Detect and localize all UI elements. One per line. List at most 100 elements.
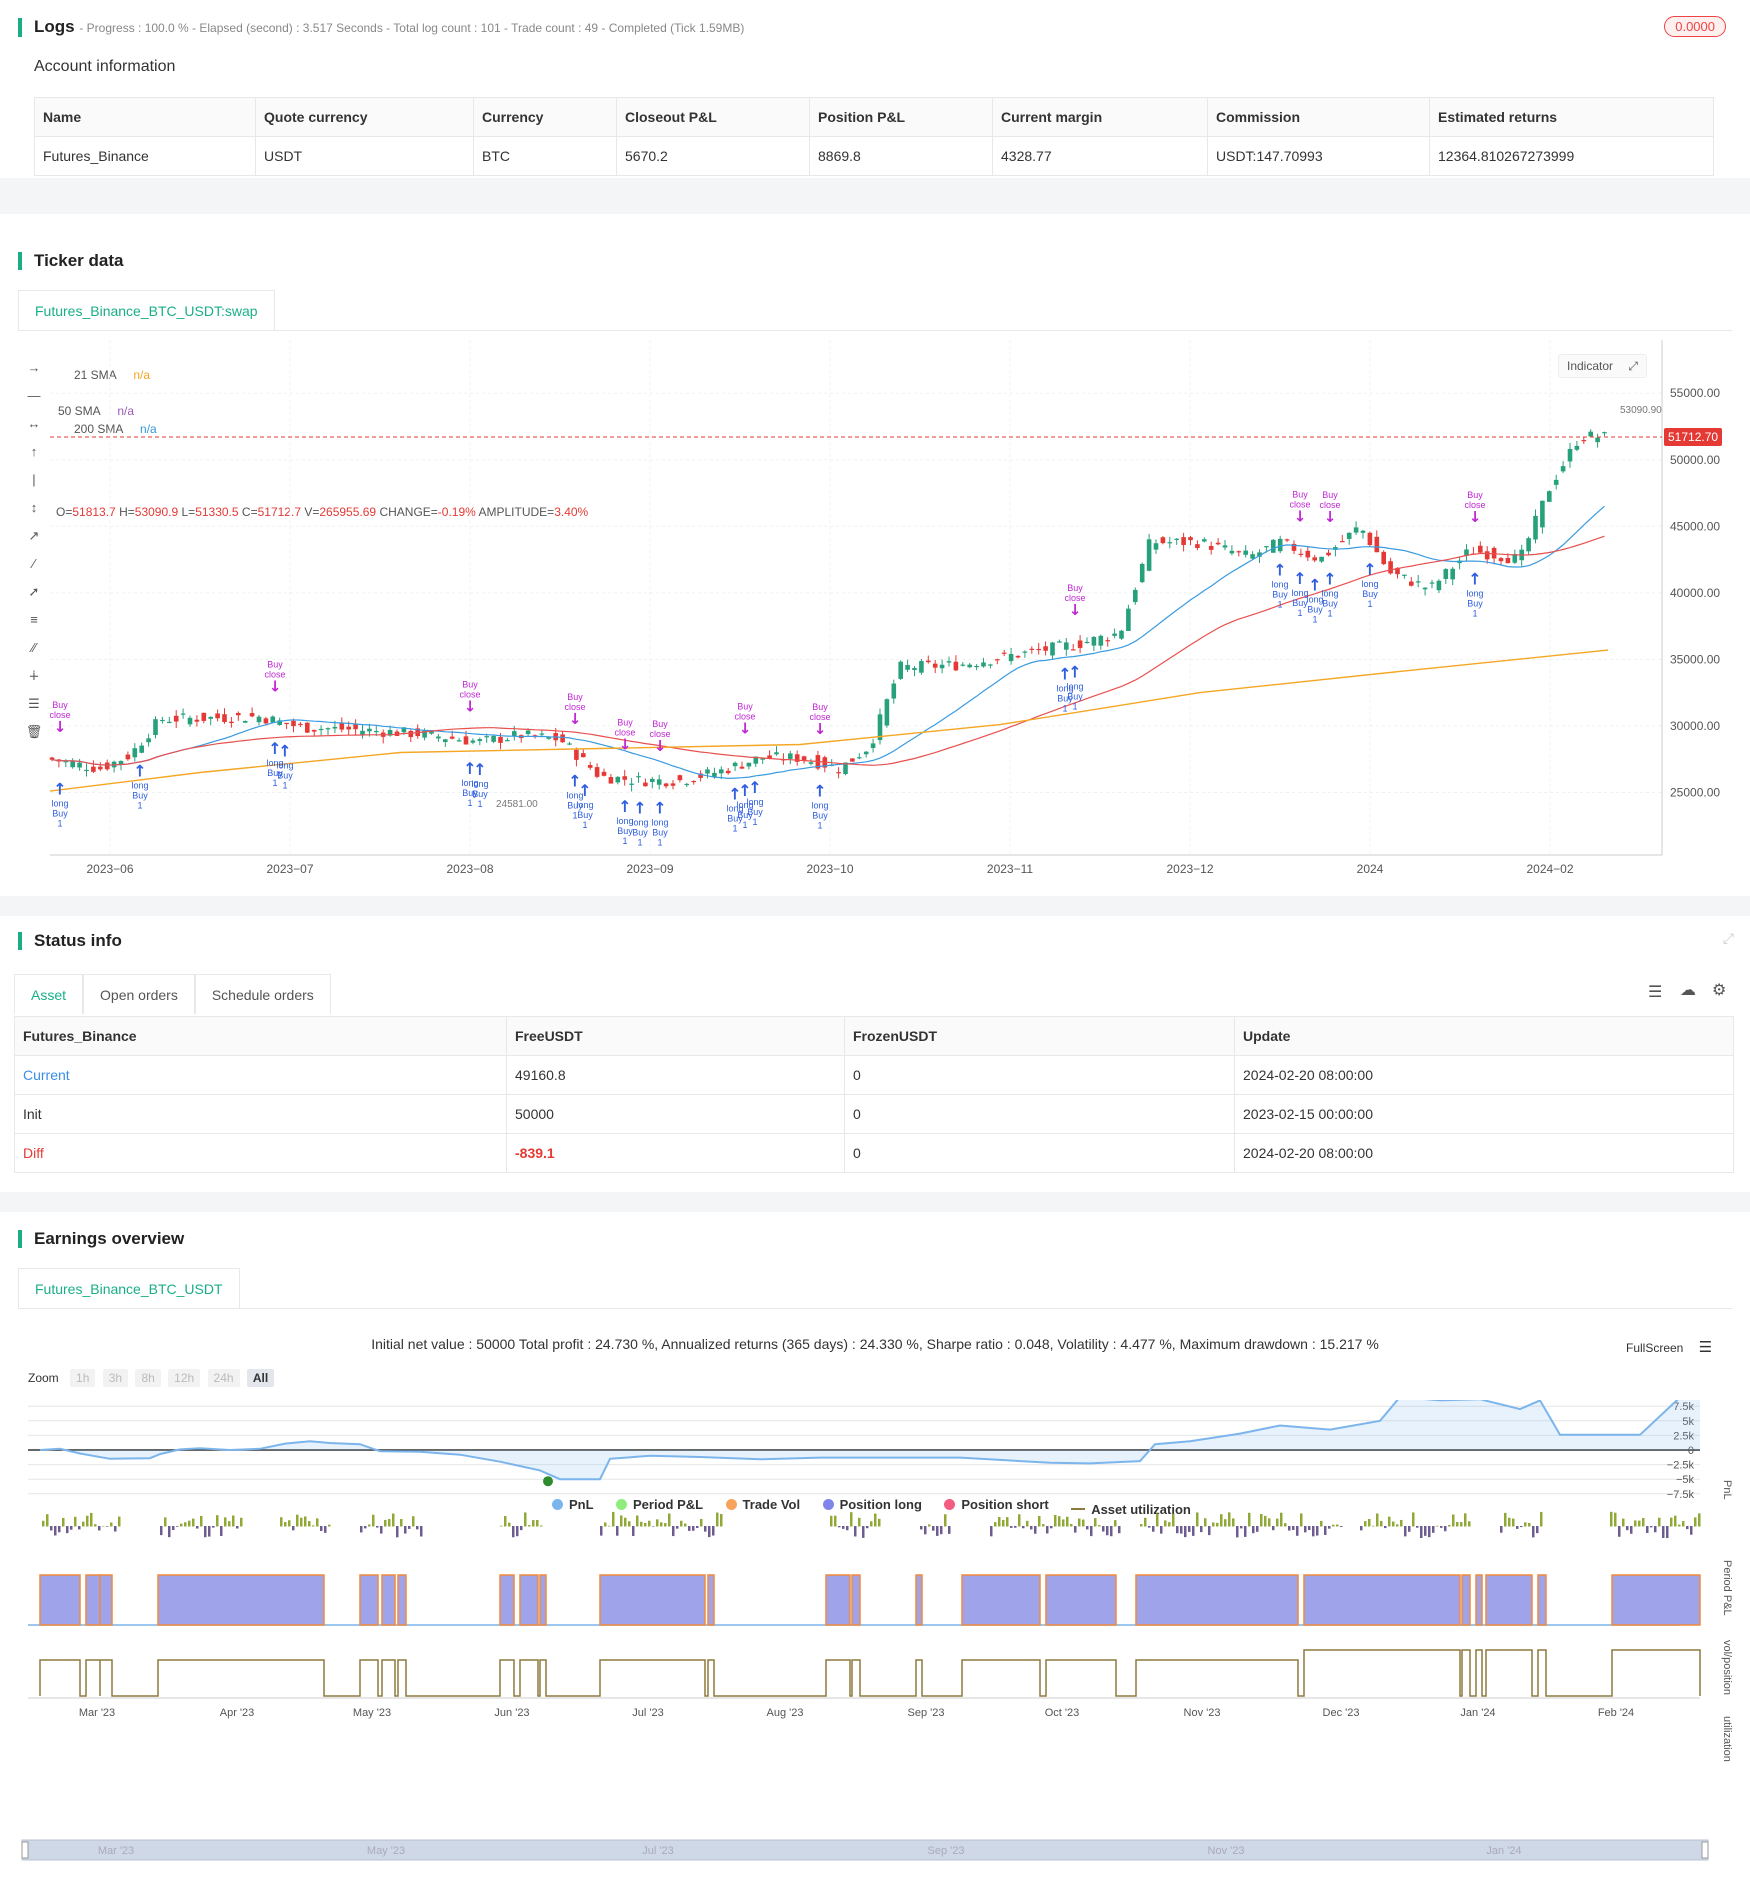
horizontal-line-icon[interactable]: — xyxy=(27,388,41,403)
zoom-24h-button[interactable]: 24h xyxy=(207,1369,240,1387)
fib-lines-icon[interactable]: ☰ xyxy=(28,696,40,711)
trend-segment-icon[interactable]: ➚ xyxy=(28,584,40,599)
fib-icon[interactable]: ∔ xyxy=(28,668,40,683)
sma200-legend: 200 SMA n/a xyxy=(74,422,157,436)
period-pnl-bar xyxy=(656,1519,659,1527)
legend-position-short[interactable]: Position short xyxy=(944,1497,1049,1512)
tab-earnings-symbol[interactable]: Futures_Binance_BTC_USDT xyxy=(18,1268,240,1308)
earnings-x-tick-label: Dec '23 xyxy=(1323,1707,1360,1719)
asset-header: FreeUSDT xyxy=(506,1016,845,1056)
sma21-legend: 21 SMA n/a xyxy=(74,368,150,382)
candle-body xyxy=(532,735,538,737)
navigator-tick-label: Mar '23 xyxy=(98,1845,134,1857)
period-pnl-bar xyxy=(716,1512,719,1527)
long-signal-label: long xyxy=(566,790,583,800)
position-long-block xyxy=(1303,1574,1461,1626)
expand-icon[interactable]: ⤢ xyxy=(1628,359,1638,373)
candle-body xyxy=(125,754,131,760)
candle-body xyxy=(1181,537,1186,545)
legend-dot xyxy=(822,1499,834,1510)
period-pnl-bar xyxy=(196,1526,199,1529)
tab-open-orders[interactable]: Open orders xyxy=(83,974,195,1014)
period-pnl-bar xyxy=(70,1526,73,1530)
legend-pnl[interactable]: PnL xyxy=(552,1497,594,1512)
period-pnl-bar xyxy=(400,1519,403,1527)
ticker-title: Ticker data xyxy=(18,252,123,270)
candle-body xyxy=(1257,552,1262,557)
candle-body xyxy=(346,726,351,730)
tab-ticker-symbol[interactable]: Futures_Binance_BTC_USDT:swap xyxy=(18,290,275,330)
period-pnl-bar xyxy=(1520,1526,1523,1528)
tab-asset[interactable]: Asset xyxy=(14,974,84,1014)
asset-table: Futures_Binance FreeUSDT FrozenUSDT Upda… xyxy=(14,1016,1734,1173)
menu-icon[interactable]: ☰ xyxy=(1698,1339,1713,1356)
fullscreen-button[interactable]: FullScreen ☰ xyxy=(1626,1338,1712,1356)
indicator-button[interactable]: Indicator ⤢ xyxy=(1558,354,1647,378)
asset-cell: -839.1 xyxy=(506,1133,845,1173)
period-pnl-bar xyxy=(1698,1513,1701,1527)
trash-icon[interactable]: 🗑 xyxy=(25,724,43,739)
zoom-all-button[interactable]: All xyxy=(246,1369,275,1387)
candle-body xyxy=(995,659,1000,661)
period-pnl-bar xyxy=(1102,1526,1105,1532)
position-long-block xyxy=(157,1574,325,1626)
candlestick-chart[interactable]: 55000.00 50000.00 45000.00 40000.00 35000.00… xyxy=(0,340,1750,880)
account-header-row: Name Quote currency Currency Closeout P&… xyxy=(34,97,1714,137)
buy-signal-label: Buy xyxy=(462,788,478,798)
earnings-chart[interactable]: 12.5k10k7.5k5k2.5k0−2.5k−5k−7.5kPnLPerio… xyxy=(0,1400,1750,1880)
navigator-right-handle xyxy=(1701,1841,1709,1859)
trend-ray-icon[interactable]: ↗ xyxy=(28,528,40,543)
close-arrow-marker: ↓ xyxy=(1294,508,1307,526)
period-pnl-bar xyxy=(1642,1518,1645,1527)
zoom-8h-button[interactable]: 8h xyxy=(135,1369,161,1387)
legend-position-long[interactable]: Position long xyxy=(822,1497,922,1512)
tab-schedule-orders[interactable]: Schedule orders xyxy=(194,974,331,1014)
period-pnl-bar xyxy=(940,1526,943,1535)
legend-asset-utilization[interactable]: Asset utilization xyxy=(1071,1502,1191,1517)
candle-body xyxy=(1436,580,1442,591)
gear-icon[interactable]: ⚙ xyxy=(1712,982,1727,999)
price-range-icon[interactable]: ≡ xyxy=(30,612,38,627)
buy-signal-label: Buy xyxy=(632,828,648,838)
trend-line-icon[interactable]: ∕ xyxy=(32,556,36,571)
period-pnl-bar xyxy=(862,1526,865,1538)
period-pnl-bar xyxy=(392,1513,395,1527)
buy-qty-label: 1 xyxy=(272,778,277,788)
period-pnl-bar xyxy=(1336,1524,1339,1527)
candle-body xyxy=(753,756,759,764)
close-arrow-marker: ↓ xyxy=(619,736,632,754)
vertical-segment-icon[interactable]: ↕ xyxy=(30,500,38,515)
horizontal-segment-icon[interactable]: ↔ xyxy=(27,416,41,431)
close-signal-label: close xyxy=(734,712,755,722)
candle-body xyxy=(173,715,179,722)
candle-body xyxy=(1602,432,1607,434)
legend-trade-vol[interactable]: Trade Vol xyxy=(725,1497,800,1512)
asset-header-row: Futures_Binance FreeUSDT FrozenUSDT Upda… xyxy=(14,1016,1734,1056)
zoom-12h-button[interactable]: 12h xyxy=(168,1369,201,1387)
sma200-label: 200 SMA xyxy=(74,422,123,436)
logs-panel: Logs - Progress : 100.0 % - Elapsed (sec… xyxy=(0,0,1750,178)
candle-body xyxy=(1029,648,1035,650)
period-pnl-bar xyxy=(284,1522,287,1527)
collapse-icon[interactable]: ⤢ xyxy=(1722,930,1734,946)
period-pnl-bar xyxy=(870,1521,873,1527)
list-icon[interactable]: ☰ xyxy=(1648,984,1663,1001)
period-pnl-bar xyxy=(920,1526,923,1530)
parallel-channel-icon[interactable]: ∕∕ xyxy=(31,640,37,655)
zoom-3h-button[interactable]: 3h xyxy=(102,1369,129,1387)
period-pnl-bar xyxy=(1180,1526,1183,1534)
candle-body xyxy=(1188,537,1193,541)
period-pnl-bar xyxy=(404,1526,407,1534)
period-pnl-bar xyxy=(1026,1520,1029,1527)
horizontal-ray-icon[interactable]: → xyxy=(27,360,41,375)
vertical-ray-icon[interactable]: ↑ xyxy=(30,444,38,459)
legend-period-pnl[interactable]: Period P&L xyxy=(616,1497,703,1512)
position-long-block xyxy=(599,1574,706,1626)
buy-qty-label: 1 xyxy=(582,820,587,830)
last-price-label: 51712.70 xyxy=(1668,430,1718,444)
vertical-line-icon[interactable]: | xyxy=(32,472,36,487)
zoom-1h-button[interactable]: 1h xyxy=(70,1369,96,1387)
cloud-download-icon[interactable]: ☁ xyxy=(1680,982,1696,999)
candle-body xyxy=(857,757,862,759)
period-pnl-bar xyxy=(1022,1526,1025,1529)
